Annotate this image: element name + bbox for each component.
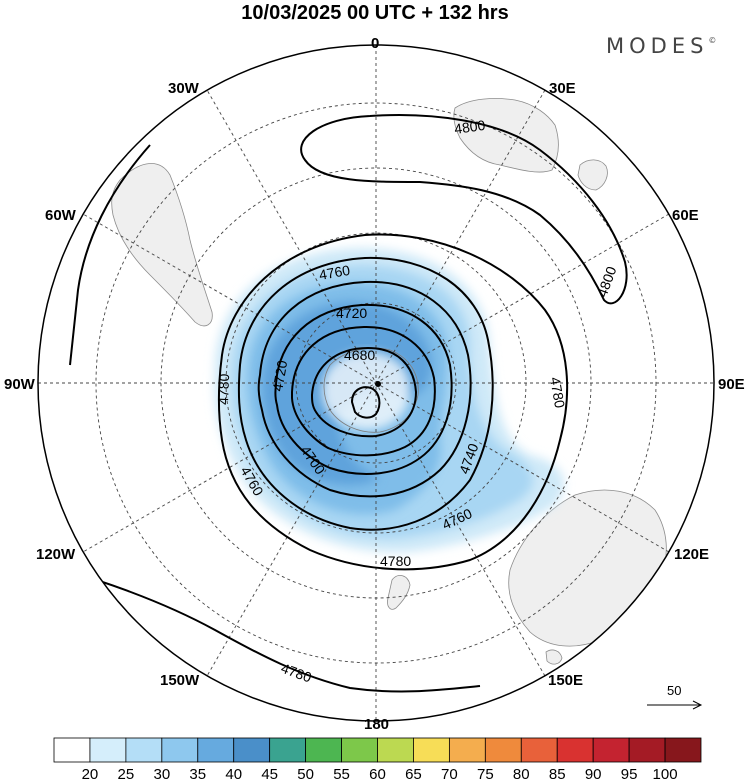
south-america-land [111, 163, 213, 327]
latitude-circle [295, 302, 457, 464]
wind-reference-arrow [647, 700, 703, 710]
colorbar-label: 35 [189, 766, 207, 783]
colorbar-label: 50 [297, 766, 314, 783]
colorbar-cell [269, 737, 307, 763]
colorbar-cell [341, 737, 378, 763]
pole-marker [375, 381, 381, 387]
brand-name: MODES [606, 34, 709, 58]
longitude-label-150w: 150W [160, 672, 200, 689]
longitude-label-150e: 150E [548, 672, 584, 689]
colorbar-cell [520, 737, 558, 763]
madagascar-land [577, 159, 608, 191]
longitude-label-0: 0 [371, 35, 380, 52]
colorbar-cell [197, 737, 235, 763]
colorbar-label: 20 [81, 766, 99, 783]
wind-reference-value: 50 [667, 683, 682, 698]
longitude-label-30w: 30W [168, 80, 199, 97]
colorbar-cell [125, 737, 163, 763]
colorbar-cell [664, 737, 702, 763]
contour-4780-outer [218, 233, 569, 571]
contour-4760 [237, 256, 494, 531]
contour-label: 4780 [380, 553, 411, 569]
contour-4780-lower [47, 564, 481, 693]
contour-4800-outer-left [69, 144, 151, 366]
brand-logo: MODES© [606, 34, 716, 58]
longitude-label-60w: 60W [45, 207, 76, 224]
colorbar [53, 737, 702, 763]
colorbar-label: 100 [652, 766, 678, 783]
colorbar-label: 55 [333, 766, 350, 783]
tasmania-land [545, 649, 563, 665]
contour-label: 4680 [344, 347, 375, 363]
map-border [37, 44, 715, 722]
contour-label: 4720 [336, 305, 367, 321]
contour-4800-north [300, 114, 628, 305]
wind-shade-core [322, 351, 411, 430]
height-contours [47, 114, 628, 693]
longitude-label-120e: 120E [674, 546, 710, 563]
map-title: 10/03/2025 00 UTC + 132 hrs [241, 2, 509, 24]
colorbar-cell [592, 737, 630, 763]
colorbar-cell [53, 737, 91, 763]
colorbar-label: 60 [369, 766, 386, 783]
colorbar-label: 95 [620, 766, 638, 783]
longitude-label-60e: 60E [672, 207, 699, 224]
colorbar-cell [448, 737, 486, 763]
colorbar-label: 75 [476, 766, 494, 783]
contour-label: 4780 [215, 373, 232, 405]
longitude-label-90w: 90W [4, 376, 35, 393]
colorbar-cell [556, 737, 594, 763]
new-zealand-land [387, 575, 411, 610]
colorbar-cell [413, 737, 450, 763]
colorbar-label: 40 [225, 766, 243, 783]
colorbar-label: 65 [405, 766, 422, 783]
longitude-label-120w: 120W [36, 546, 76, 563]
colorbar-cell [628, 737, 666, 763]
longitude-label-90e: 90E [718, 376, 745, 393]
wind-speed-shading [214, 248, 565, 553]
colorbar-cell [233, 737, 271, 763]
colorbar-label: 90 [584, 766, 602, 783]
colorbar-cell [484, 737, 522, 763]
contour-label: 4760 [318, 262, 352, 283]
colorbar-label: 80 [512, 766, 530, 783]
colorbar-label: 45 [261, 766, 278, 783]
colorbar-label: 70 [441, 766, 458, 783]
colorbar-cell [377, 737, 414, 763]
colorbar-label: 30 [153, 766, 171, 783]
colorbar-label: 25 [117, 766, 135, 783]
contour-4740 [257, 280, 472, 498]
colorbar-label: 85 [548, 766, 566, 783]
longitude-label-30e: 30E [549, 80, 576, 97]
contour-4680 [310, 346, 418, 438]
contour-4700 [291, 325, 436, 457]
map-disk [38, 45, 714, 721]
contour-label: 4800 [453, 117, 486, 137]
contour-label: 4720 [269, 359, 290, 393]
contour-4660 [350, 386, 381, 419]
brand-mark: © [708, 36, 717, 45]
colorbar-cell [89, 737, 127, 763]
longitude-label-180: 180 [364, 716, 390, 733]
contour-4720 [274, 303, 453, 475]
colorbar-cell [305, 737, 342, 763]
colorbar-cell [161, 737, 199, 763]
contour-label: 4780 [547, 376, 568, 410]
